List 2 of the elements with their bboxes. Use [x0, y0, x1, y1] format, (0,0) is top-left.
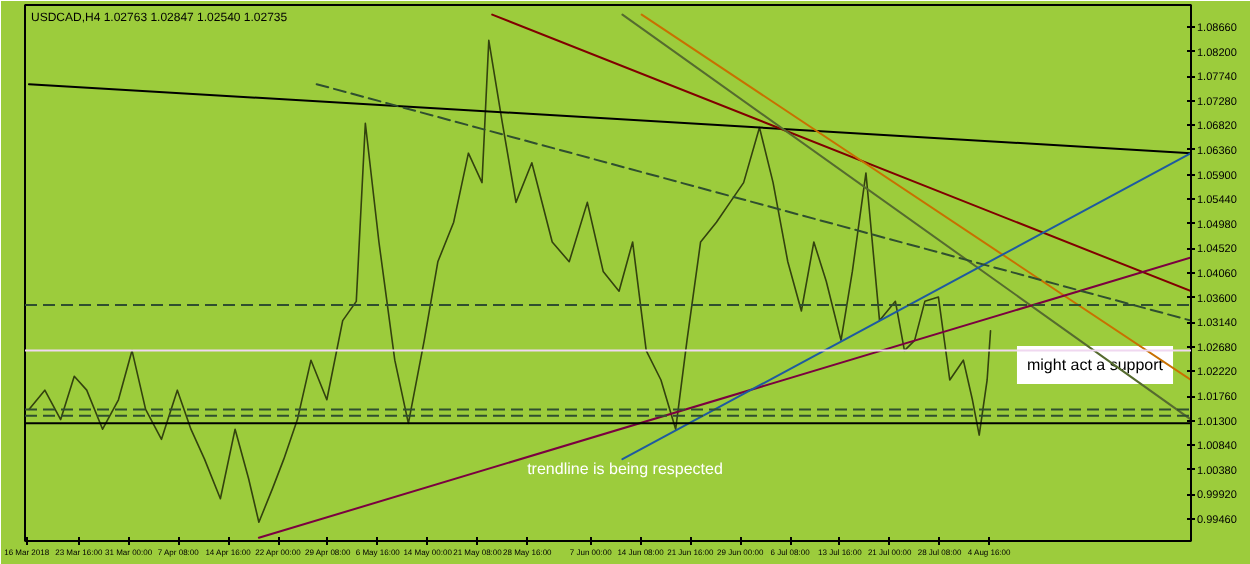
line-series — [28, 39, 992, 524]
annotation: trendline is being respected — [527, 460, 723, 478]
